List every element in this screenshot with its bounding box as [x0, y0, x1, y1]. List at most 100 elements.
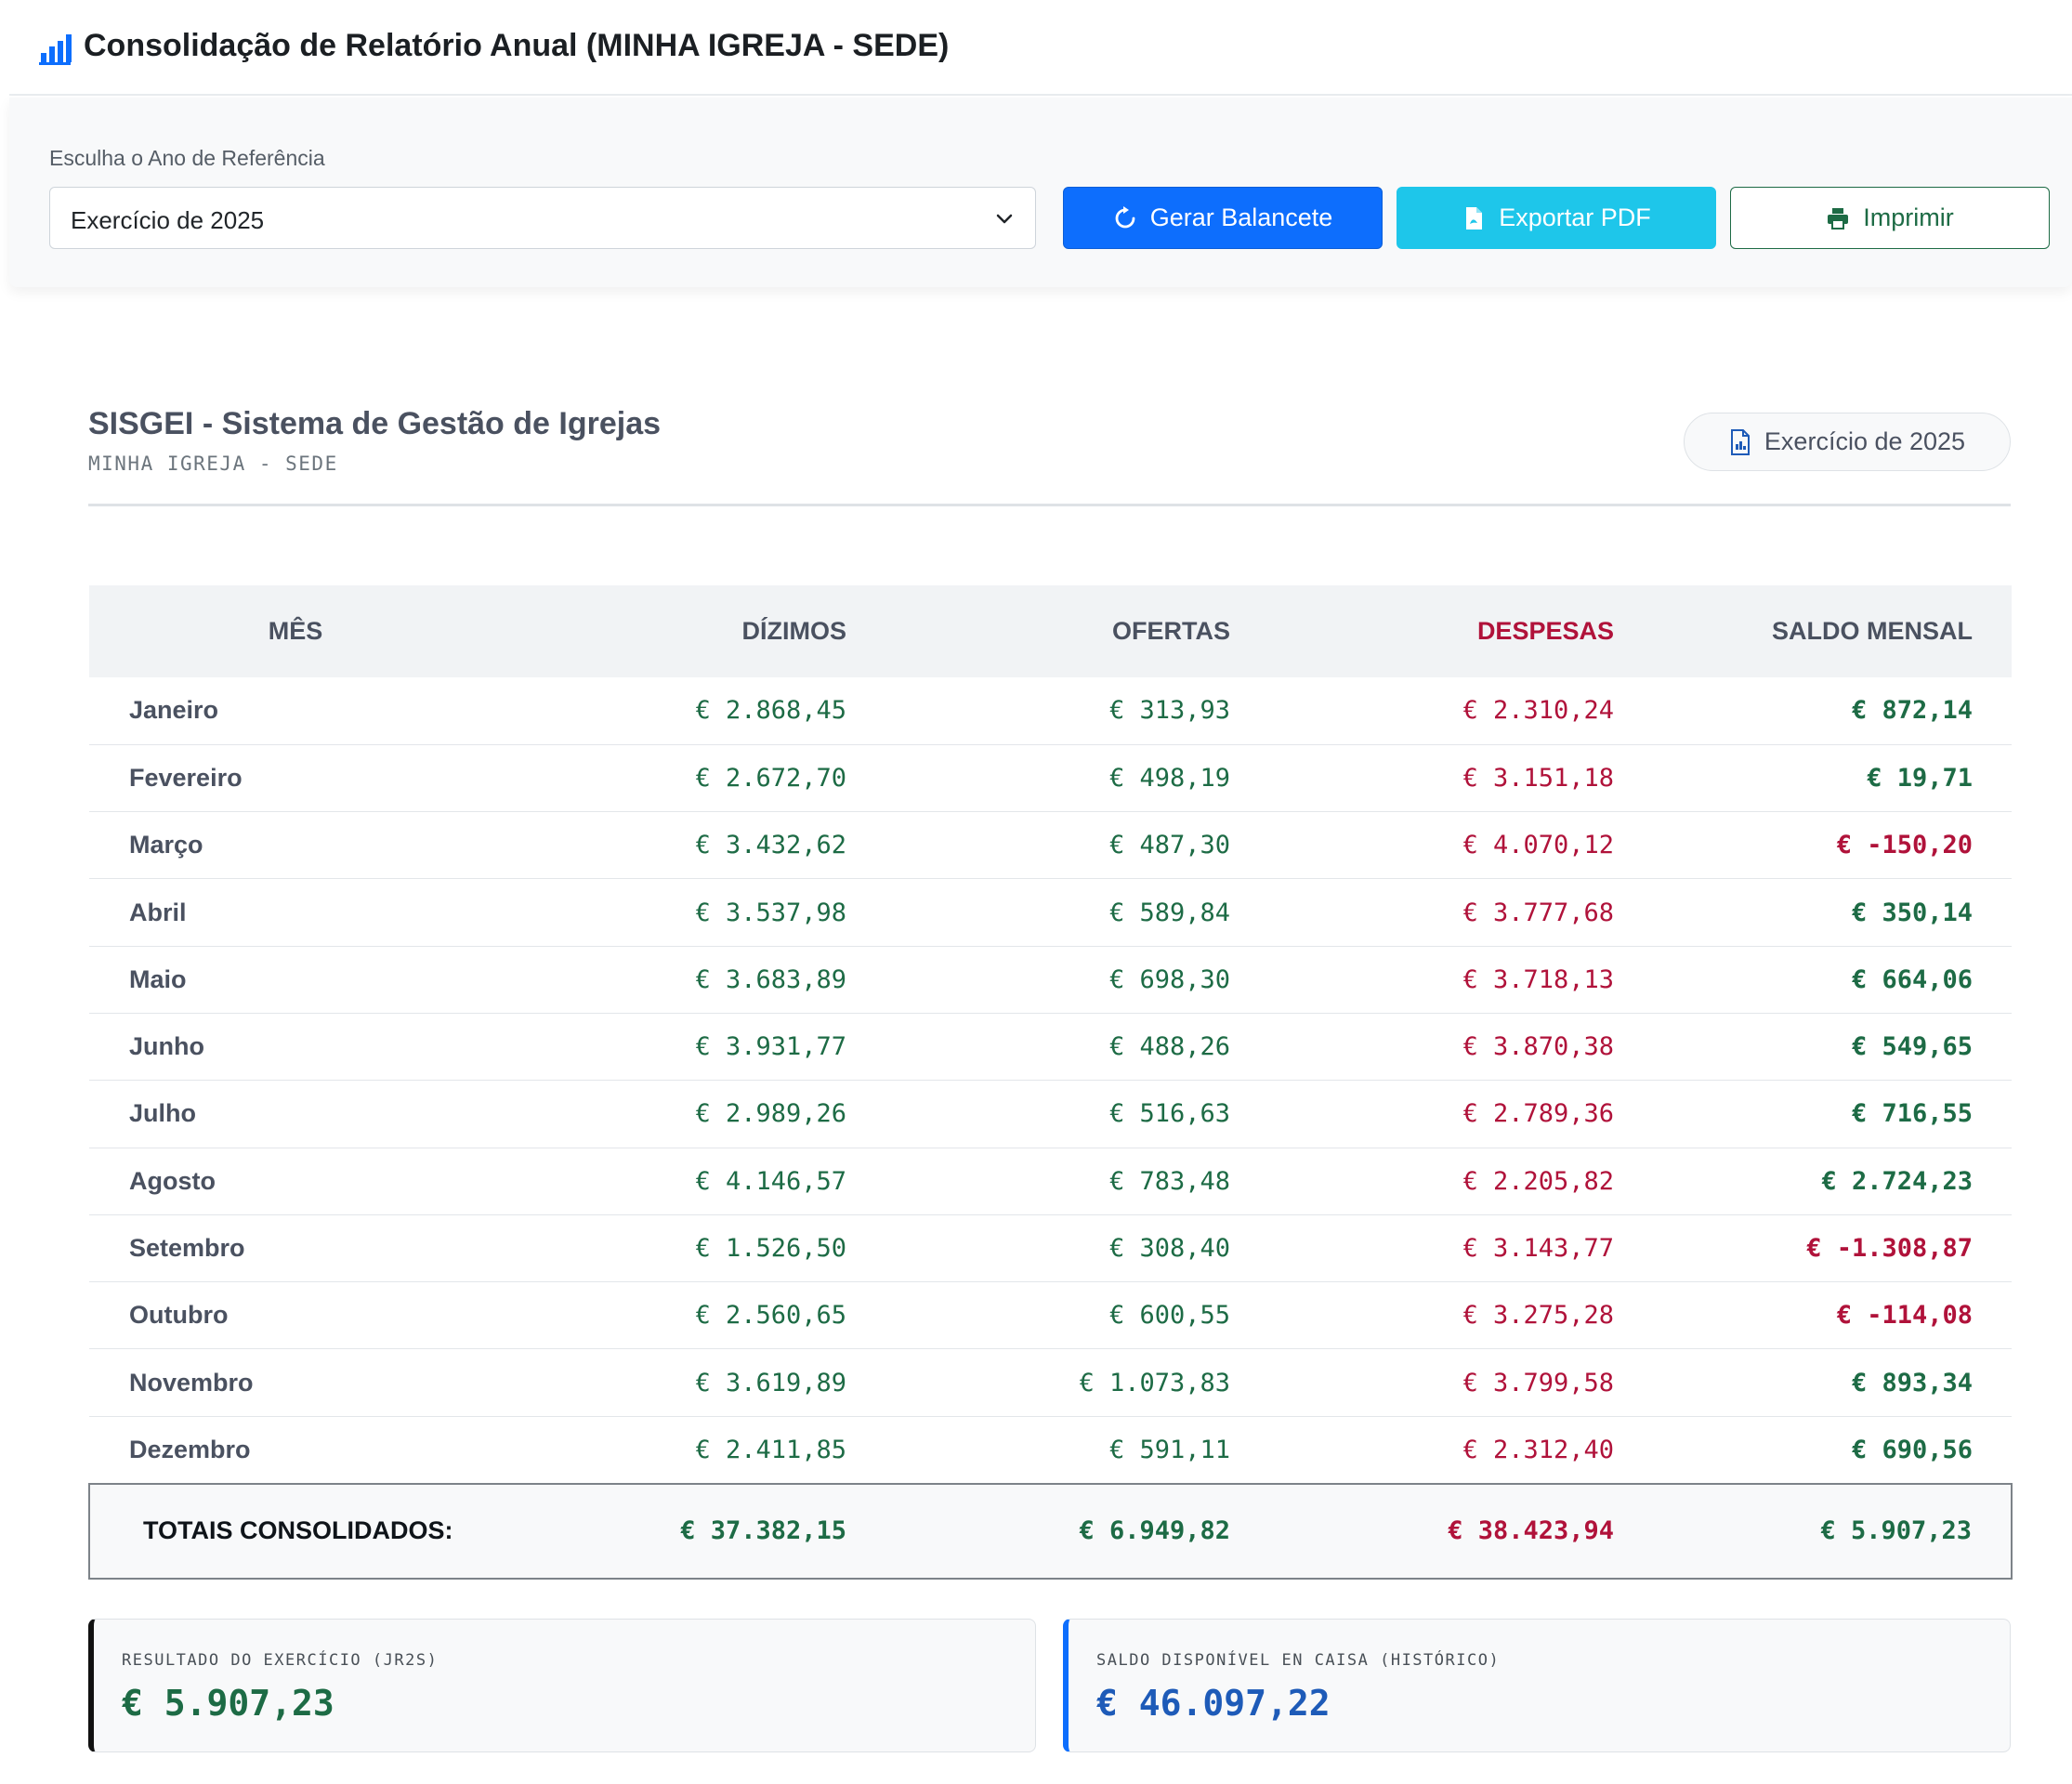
year-select-label: Esculha o Ano de Referência: [49, 146, 325, 170]
table-row: Março € 3.432,62 € 487,30 € 4.070,12 € -150,…: [89, 812, 2012, 879]
export-pdf-label: Exportar PDF: [1499, 203, 1651, 231]
dizimos-cell: € 2.672,70: [695, 763, 846, 793]
despesas-cell: € 3.799,58: [1462, 1368, 1614, 1397]
month-cell: Julho: [129, 1099, 196, 1128]
despesas-cell: € 3.777,68: [1462, 898, 1614, 927]
report-subtitle: MINHA IGREJA - SEDE: [88, 453, 338, 475]
dizimos-cell: € 3.683,89: [695, 964, 846, 994]
saldo-cell: € -150,20: [1836, 831, 1973, 860]
despesas-cell: € 2.205,82: [1462, 1166, 1614, 1196]
dizimos-cell: € 2.989,26: [695, 1099, 846, 1129]
table-row: Julho € 2.989,26 € 516,63 € 2.789,36 € 716,5…: [89, 1081, 2012, 1148]
table-header-row: MÊS DÍZIMOS OFERTAS DESPESAS SALDO MENSA…: [89, 585, 2012, 677]
year-select[interactable]: Exercício de 2025: [49, 187, 1036, 249]
result-card-label: RESULTADO DO EXERCÍCIO (JR2S): [122, 1651, 439, 1670]
month-cell: Março: [129, 831, 203, 859]
generate-report-button[interactable]: Gerar Balancete: [1063, 187, 1383, 249]
despesas-cell: € 3.718,13: [1462, 964, 1614, 994]
year-badge-label: Exercício de 2025: [1764, 427, 1966, 455]
month-cell: Setembro: [129, 1234, 245, 1263]
dizimos-cell: € 2.411,85: [695, 1435, 846, 1464]
month-cell: Novembro: [129, 1368, 254, 1397]
ofertas-cell: € 783,48: [1108, 1166, 1230, 1196]
page-title: Consolidação de Relatório Anual (MINHA I…: [84, 28, 950, 63]
ofertas-cell: € 487,30: [1108, 831, 1230, 860]
print-button[interactable]: Imprimir: [1730, 187, 2050, 249]
ofertas-cell: € 589,84: [1108, 898, 1230, 927]
cash-balance-card: SALDO DISPONÍVEL EN CAISA (HISTÓRICO) € …: [1063, 1619, 2011, 1752]
saldo-cell: € 690,56: [1851, 1435, 1973, 1464]
total-despesas: € 38.423,94: [1448, 1516, 1614, 1546]
cash-balance-value: € 46.097,22: [1096, 1683, 1331, 1724]
column-header-ofertas: OFERTAS: [1112, 617, 1230, 645]
ofertas-cell: € 498,19: [1108, 763, 1230, 793]
year-select-value: Exercício de 2025: [71, 206, 265, 234]
dizimos-cell: € 3.619,89: [695, 1368, 846, 1397]
generate-report-label: Gerar Balancete: [1149, 203, 1333, 231]
saldo-cell: € 664,06: [1851, 964, 1973, 994]
ofertas-cell: € 516,63: [1108, 1099, 1230, 1129]
month-cell: Abril: [129, 898, 187, 926]
chevron-down-icon: [996, 214, 1013, 224]
month-cell: Junho: [129, 1032, 204, 1061]
page-header: Consolidação de Relatório Anual (MINHA I…: [9, 0, 2072, 96]
table-row: Janeiro € 2.868,45 € 313,93 € 2.310,24 € 872…: [89, 677, 2012, 745]
table-row: Dezembro € 2.411,85 € 591,11 € 2.312,40 € 69…: [89, 1416, 2012, 1484]
saldo-cell: € 19,71: [1867, 763, 1973, 793]
table-row: Setembro € 1.526,50 € 308,40 € 3.143,77 € -1…: [89, 1214, 2012, 1282]
dizimos-cell: € 3.931,77: [695, 1032, 846, 1062]
refresh-icon: [1115, 205, 1135, 228]
dizimos-cell: € 4.146,57: [695, 1166, 846, 1196]
despesas-cell: € 4.070,12: [1462, 831, 1614, 860]
column-header-saldo: SALDO MENSAL: [1772, 617, 1973, 645]
despesas-cell: € 3.143,77: [1462, 1234, 1614, 1264]
ofertas-cell: € 698,30: [1108, 964, 1230, 994]
column-header-despesas: DESPESAS: [1476, 617, 1614, 645]
ofertas-cell: € 600,55: [1108, 1301, 1230, 1331]
result-card: RESULTADO DO EXERCÍCIO (JR2S) € 5.907,23: [88, 1619, 1036, 1752]
saldo-cell: € 2.724,23: [1821, 1166, 1973, 1196]
saldo-cell: € 549,65: [1851, 1032, 1973, 1062]
month-cell: Fevereiro: [129, 763, 243, 792]
ofertas-cell: € 591,11: [1108, 1435, 1230, 1464]
table-row: Fevereiro € 2.672,70 € 498,19 € 3.151,18 € 1…: [89, 744, 2012, 812]
dizimos-cell: € 1.526,50: [695, 1234, 846, 1264]
dizimos-cell: € 3.432,62: [695, 831, 846, 860]
totals-label: TOTAIS CONSOLIDADOS:: [143, 1516, 453, 1545]
despesas-cell: € 2.312,40: [1462, 1435, 1614, 1464]
despesas-cell: € 2.310,24: [1462, 696, 1614, 726]
print-label: Imprimir: [1863, 203, 1954, 231]
export-pdf-button[interactable]: Exportar PDF: [1397, 187, 1716, 249]
despesas-cell: € 3.275,28: [1462, 1301, 1614, 1331]
dizimos-cell: € 3.537,98: [695, 898, 846, 927]
divider: [88, 504, 2011, 506]
column-header-month: MÊS: [268, 617, 323, 645]
ofertas-cell: € 313,93: [1108, 696, 1230, 726]
despesas-cell: € 3.151,18: [1462, 763, 1614, 793]
saldo-cell: € 872,14: [1851, 696, 1973, 726]
saldo-cell: € 893,34: [1851, 1368, 1973, 1397]
total-saldo: € 5.907,23: [1820, 1516, 1972, 1546]
filter-panel: Esculha o Ano de Referência Exercício de…: [9, 98, 2072, 287]
month-cell: Janeiro: [129, 696, 219, 725]
table-row: Junho € 3.931,77 € 488,26 € 3.870,38 € 549,6…: [89, 1013, 2012, 1081]
saldo-cell: € 716,55: [1851, 1099, 1973, 1129]
month-cell: Maio: [129, 964, 187, 993]
table-row: Maio € 3.683,89 € 698,30 € 3.718,13 € 664,06: [89, 946, 2012, 1014]
report-title: SISGEI - Sistema de Gestão de Igrejas: [88, 406, 662, 441]
despesas-cell: € 3.870,38: [1462, 1032, 1614, 1062]
dizimos-cell: € 2.868,45: [695, 696, 846, 726]
ofertas-cell: € 308,40: [1108, 1234, 1230, 1264]
printer-icon: [1828, 207, 1849, 230]
cash-balance-label: SALDO DISPONÍVEL EN CAISA (HISTÓRICO): [1096, 1651, 1501, 1670]
despesas-cell: € 2.789,36: [1462, 1099, 1614, 1129]
year-badge: Exercício de 2025: [1684, 413, 2011, 471]
result-card-value: € 5.907,23: [122, 1683, 334, 1724]
annual-report-table: MÊS DÍZIMOS OFERTAS DESPESAS SALDO MENSA…: [88, 585, 2012, 1580]
ofertas-cell: € 488,26: [1108, 1032, 1230, 1062]
totals-row: TOTAIS CONSOLIDADOS: € 37.382,15 € 6.949…: [89, 1483, 2012, 1579]
table-row: Abril € 3.537,98 € 589,84 € 3.777,68 € 350,1…: [89, 879, 2012, 947]
dizimos-cell: € 2.560,65: [695, 1301, 846, 1331]
total-dizimos: € 37.382,15: [680, 1516, 846, 1546]
month-cell: Dezembro: [129, 1435, 251, 1463]
